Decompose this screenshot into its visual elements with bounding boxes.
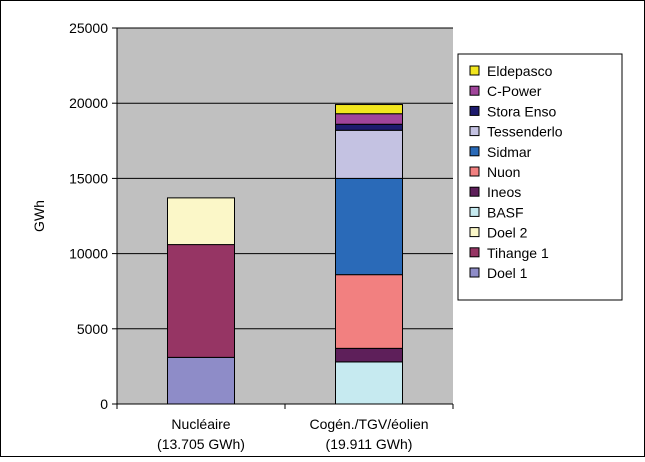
x-tick-sublabel: (19.911 GWh): [326, 436, 413, 452]
legend-label: C-Power: [487, 83, 542, 99]
bar-segment: [335, 123, 403, 131]
axes: [112, 27, 454, 409]
bar-segment: [335, 104, 403, 115]
y-tick-label: 25000: [69, 20, 108, 36]
legend-box: [457, 53, 623, 301]
bar-segment: [167, 197, 235, 246]
legend-swatch: [469, 247, 480, 258]
legend-swatch: [469, 146, 480, 157]
bars: [167, 104, 403, 405]
legend-swatch: [469, 105, 480, 116]
legend-swatch: [469, 65, 480, 76]
bar-segment: [335, 361, 403, 405]
legend-label: BASF: [487, 204, 524, 220]
y-tick-label: 5000: [77, 321, 108, 337]
legend-label: Doel 1: [487, 265, 528, 281]
bar-segment: [335, 129, 403, 179]
legend-label: Doel 2: [487, 225, 528, 241]
legend-swatch: [469, 267, 480, 278]
legend-swatch: [469, 166, 480, 177]
bar-segment: [167, 356, 235, 405]
legend-swatch: [469, 206, 480, 217]
legend-label: Nuon: [487, 164, 520, 180]
legend-label: Stora Enso: [487, 103, 556, 119]
bar-segment: [335, 274, 403, 349]
legend-label: Tessenderlo: [487, 124, 563, 140]
legend-label: Eldepasco: [487, 63, 553, 79]
x-tick-sublabel: (13.705 GWh): [157, 436, 245, 452]
bar-segment: [335, 347, 403, 363]
y-tick-label: 0: [100, 396, 108, 412]
bar-segment: [335, 177, 403, 276]
legend-swatch: [469, 126, 480, 137]
legend-label: Tihange 1: [487, 245, 549, 261]
legend-swatch: [469, 85, 480, 96]
y-tick-label: 20000: [69, 95, 108, 111]
legend-label: Ineos: [487, 184, 521, 200]
bar-segment: [167, 244, 235, 358]
bar-segment: [335, 113, 403, 125]
y-tick-labels: 0 5000 10000 15000 20000 25000: [69, 20, 108, 412]
legend-label: Sidmar: [487, 144, 532, 160]
y-axis-label: GWh: [31, 200, 47, 232]
legend-swatch: [469, 227, 480, 238]
x-tick-label: Nucléaire: [171, 416, 230, 432]
y-tick-label: 10000: [69, 246, 108, 262]
legend-swatch: [469, 186, 480, 197]
x-tick-labels: Nucléaire (13.705 GWh) Cogén./TGV/éolien (1…: [157, 416, 429, 452]
y-tick-label: 15000: [69, 170, 108, 186]
legend: Eldepasco C-Power Stora Enso Tessenderlo Sid…: [457, 53, 623, 301]
x-tick-label: Cogén./TGV/éolien: [309, 416, 428, 432]
